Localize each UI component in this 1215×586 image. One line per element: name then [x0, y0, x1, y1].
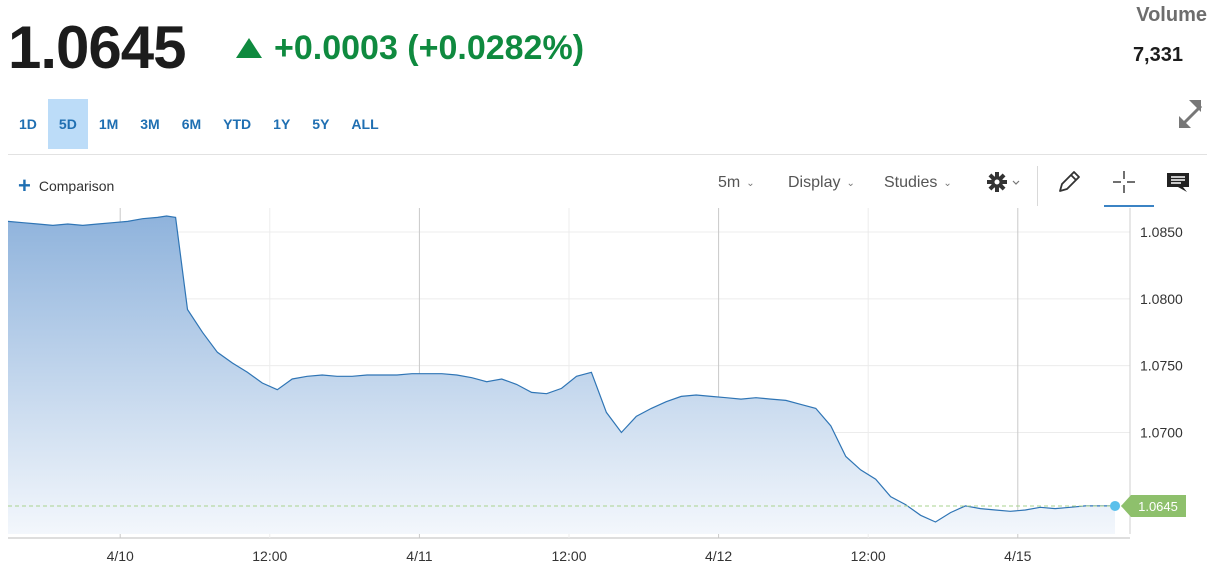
range-5d[interactable]: 5D [47, 99, 88, 149]
display-dropdown[interactable]: Display ⌄ [788, 174, 855, 192]
last-price-tag-shape [1121, 494, 1186, 517]
range-ytd[interactable]: YTD [223, 116, 252, 132]
expand-icon[interactable] [1177, 98, 1205, 130]
x-tick-label: 4/12 [705, 548, 732, 564]
price-area-fill [8, 216, 1115, 534]
studies-label: Studies [884, 174, 938, 191]
comment-icon [1167, 173, 1189, 192]
range-all[interactable]: ALL [351, 116, 379, 132]
header-divider [8, 154, 1207, 155]
interval-dropdown[interactable]: 5m ⌄ [718, 174, 755, 192]
y-tick-label: 1.0800 [1140, 291, 1183, 307]
comment-button[interactable] [1164, 168, 1192, 196]
range-1d[interactable]: 1D [19, 116, 37, 132]
y-tick-label: 1.0750 [1140, 358, 1183, 374]
comparison-button[interactable]: + Comparison [18, 173, 115, 198]
price-change-value: +0.0003 (+0.0282%) [274, 29, 585, 67]
chevron-down-icon: ⌄ [846, 177, 855, 189]
range-3m[interactable]: 3M [140, 116, 160, 132]
range-1y[interactable]: 1Y [273, 116, 291, 132]
last-price: 1.0645 [8, 14, 187, 81]
chevron-down-icon: ⌄ [943, 177, 952, 189]
comparison-label: Comparison [38, 178, 115, 194]
chevron-down-icon: ⌄ [746, 177, 755, 189]
x-axis: 4/10 12:00 4/11 12:00 4/12 12:00 4/15 [107, 548, 1032, 564]
range-selector: 1D 5D 1M 3M 6M YTD 1Y 5Y ALL [8, 99, 390, 149]
x-tick-label: 12:00 [252, 548, 287, 564]
gear-icon [987, 172, 1020, 192]
crosshair-active-indicator [1104, 205, 1154, 207]
range-5y[interactable]: 5Y [312, 116, 330, 132]
plus-icon: + [18, 173, 31, 198]
crosshair-button[interactable] [1110, 168, 1138, 196]
interval-label: 5m [718, 174, 741, 191]
last-price-dot [1110, 500, 1121, 511]
last-price-tag-label: 1.0645 [1138, 499, 1178, 514]
crosshair-icon [1113, 171, 1135, 193]
studies-dropdown[interactable]: Studies ⌄ [884, 174, 952, 192]
range-6m[interactable]: 6M [181, 116, 202, 132]
last-price-tag: 1.0645 [1121, 494, 1186, 517]
volume-label: Volume [1136, 4, 1207, 26]
x-tick-label: 4/11 [406, 548, 432, 564]
x-tick-label: 4/10 [107, 548, 134, 564]
settings-button[interactable] [984, 168, 1024, 196]
price-chart[interactable]: 1.0645 1.0850 1.0800 1.0750 1.0700 4/10 12:0… [0, 208, 1215, 586]
up-arrow-icon [236, 38, 262, 58]
volume-value: 7,331 [1132, 44, 1183, 66]
x-tick-label: 12:00 [551, 548, 586, 564]
pencil-icon [1059, 171, 1080, 192]
draw-button[interactable] [1055, 168, 1083, 196]
display-label: Display [788, 174, 841, 191]
toolbar-separator [1037, 166, 1038, 206]
y-tick-label: 1.0700 [1140, 424, 1183, 440]
x-tick-label: 12:00 [851, 548, 886, 564]
y-tick-label: 1.0850 [1140, 224, 1183, 240]
y-axis: 1.0850 1.0800 1.0750 1.0700 [1140, 224, 1183, 440]
price-change: +0.0003 (+0.0282%) [236, 26, 584, 70]
x-tick-label: 4/15 [1004, 548, 1031, 564]
range-1m[interactable]: 1M [98, 116, 119, 132]
price-line [7, 215, 1115, 523]
